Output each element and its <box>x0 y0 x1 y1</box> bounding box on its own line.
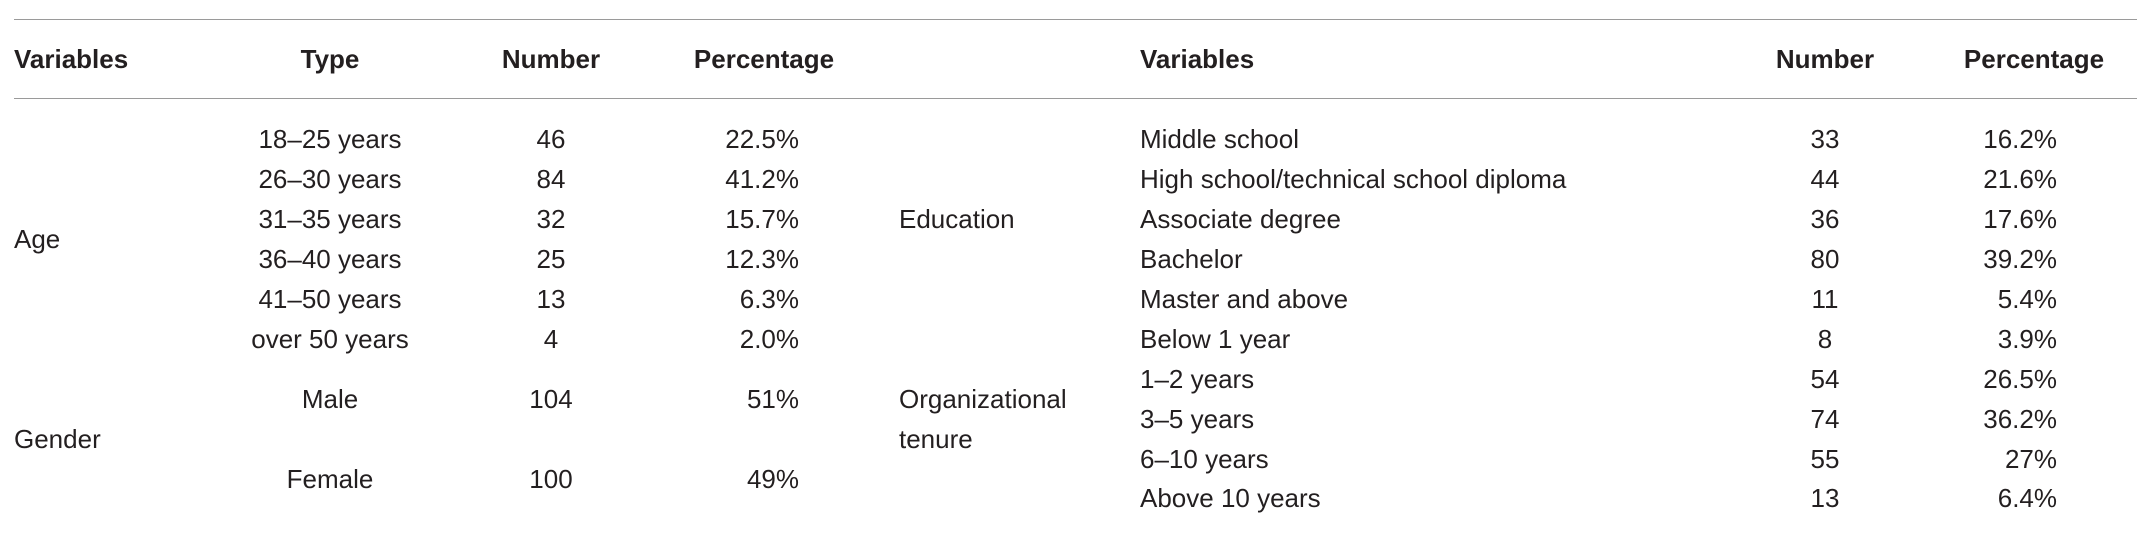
percentage-cell: 39.2% <box>1983 243 2057 274</box>
percentage-cell: 15.7% <box>725 203 799 234</box>
header-cell: Variables <box>14 44 129 74</box>
header-cell: Variables <box>1140 44 1255 74</box>
variable-label: Age <box>14 223 61 254</box>
item-cell: Bachelor <box>1140 243 1243 274</box>
type-cell: Male <box>301 384 359 415</box>
type-cell: 18–25 years <box>258 124 402 155</box>
number-cell: 46 <box>536 124 566 155</box>
header-cell: Type <box>300 44 360 74</box>
item-cell: Below 1 year <box>1140 323 1291 354</box>
header-cell: Percentage <box>693 44 835 74</box>
number-cell: 13 <box>1810 483 1840 514</box>
number-cell: 11 <box>1811 283 1839 314</box>
percentage-cell: 6.4% <box>1997 483 2057 514</box>
number-cell: 54 <box>1810 363 1840 394</box>
type-cell: over 50 years <box>251 323 409 354</box>
percentage-cell: 5.4% <box>1997 283 2057 314</box>
number-cell: 4 <box>543 323 559 354</box>
item-cell: Master and above <box>1140 283 1349 314</box>
item-cell: High school/technical school diploma <box>1140 164 1567 194</box>
number-cell: 104 <box>529 384 573 415</box>
percentage-cell: 51% <box>746 384 799 415</box>
header-cell: Number <box>501 44 601 74</box>
percentage-cell: 3.9% <box>1997 323 2057 354</box>
type-cell: 26–30 years <box>258 164 402 194</box>
item-cell: Above 10 years <box>1140 483 1321 514</box>
type-cell: Female <box>286 464 374 495</box>
number-cell: 25 <box>536 243 566 274</box>
percentage-cell: 12.3% <box>725 243 799 274</box>
type-cell: 41–50 years <box>258 283 402 314</box>
percentage-cell: 6.3% <box>739 283 799 314</box>
item-cell: 1–2 years <box>1140 363 1255 394</box>
percentage-cell: 49% <box>746 464 799 495</box>
item-cell: 6–10 years <box>1140 443 1269 474</box>
item-cell: 3–5 years <box>1140 403 1255 434</box>
number-cell: 84 <box>536 164 566 194</box>
percentage-cell: 22.5% <box>725 124 799 155</box>
percentage-cell: 41.2% <box>725 164 799 194</box>
percentage-cell: 21.6% <box>1983 164 2057 194</box>
number-cell: 13 <box>536 283 566 314</box>
variable-label: Education <box>899 203 1015 234</box>
percentage-cell: 17.6% <box>1983 203 2057 234</box>
top-rule <box>14 19 2137 20</box>
item-cell: Associate degree <box>1140 203 1341 234</box>
number-cell: 44 <box>1810 164 1840 194</box>
header-cell: Number <box>1775 44 1875 74</box>
number-cell: 8 <box>1817 323 1833 354</box>
number-cell: 74 <box>1810 403 1840 434</box>
percentage-cell: 36.2% <box>1983 403 2057 434</box>
number-cell: 32 <box>536 203 566 234</box>
number-cell: 80 <box>1810 243 1840 274</box>
percentage-cell: 16.2% <box>1983 124 2057 155</box>
percentage-cell: 27% <box>2004 443 2057 474</box>
number-cell: 33 <box>1810 124 1840 155</box>
header-rule <box>14 98 2137 99</box>
variable-label: Gender <box>14 424 101 455</box>
percentage-cell: 2.0% <box>739 323 799 354</box>
number-cell: 36 <box>1810 203 1840 234</box>
variable-label: Organizational tenure <box>899 384 1067 455</box>
item-cell: Middle school <box>1140 124 1299 155</box>
number-cell: 100 <box>529 464 573 495</box>
type-cell: 36–40 years <box>258 243 402 274</box>
number-cell: 55 <box>1810 443 1840 474</box>
header-cell: Percentage <box>1963 44 2105 74</box>
percentage-cell: 26.5% <box>1983 363 2057 394</box>
type-cell: 31–35 years <box>258 203 402 234</box>
